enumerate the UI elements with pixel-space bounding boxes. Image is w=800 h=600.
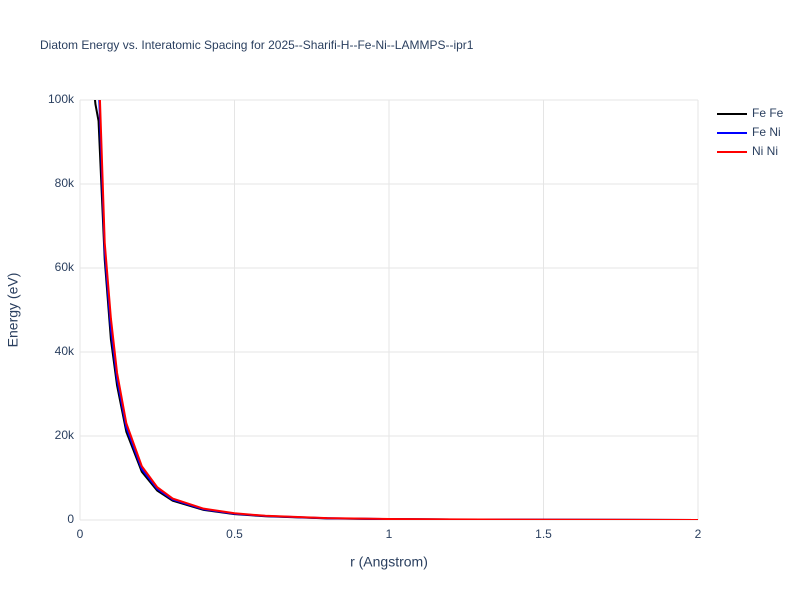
x-tick-label: 1.5 <box>535 527 552 541</box>
y-tick-label: 0 <box>67 512 74 526</box>
x-axis-title: r (Angstrom) <box>350 554 428 570</box>
x-tick-label: 0.5 <box>226 527 243 541</box>
data-line <box>98 100 698 520</box>
y-tick-label: 80k <box>55 176 75 190</box>
chart-title: Diatom Energy vs. Interatomic Spacing fo… <box>40 38 474 52</box>
y-tick-label: 20k <box>55 428 75 442</box>
legend-label: Fe Ni <box>752 125 781 139</box>
data-line <box>98 100 698 520</box>
y-tick-label: 40k <box>55 344 75 358</box>
x-tick-label: 1 <box>386 527 393 541</box>
y-tick-label: 100k <box>48 92 75 106</box>
y-tick-label: 60k <box>55 260 75 274</box>
x-tick-label: 0 <box>77 527 84 541</box>
y-axis-title: Energy (eV) <box>5 273 21 348</box>
legend-label: Fe Fe <box>752 106 784 120</box>
plot-area <box>94 100 698 520</box>
legend-label: Ni Ni <box>752 144 778 158</box>
x-tick-label: 2 <box>695 527 702 541</box>
